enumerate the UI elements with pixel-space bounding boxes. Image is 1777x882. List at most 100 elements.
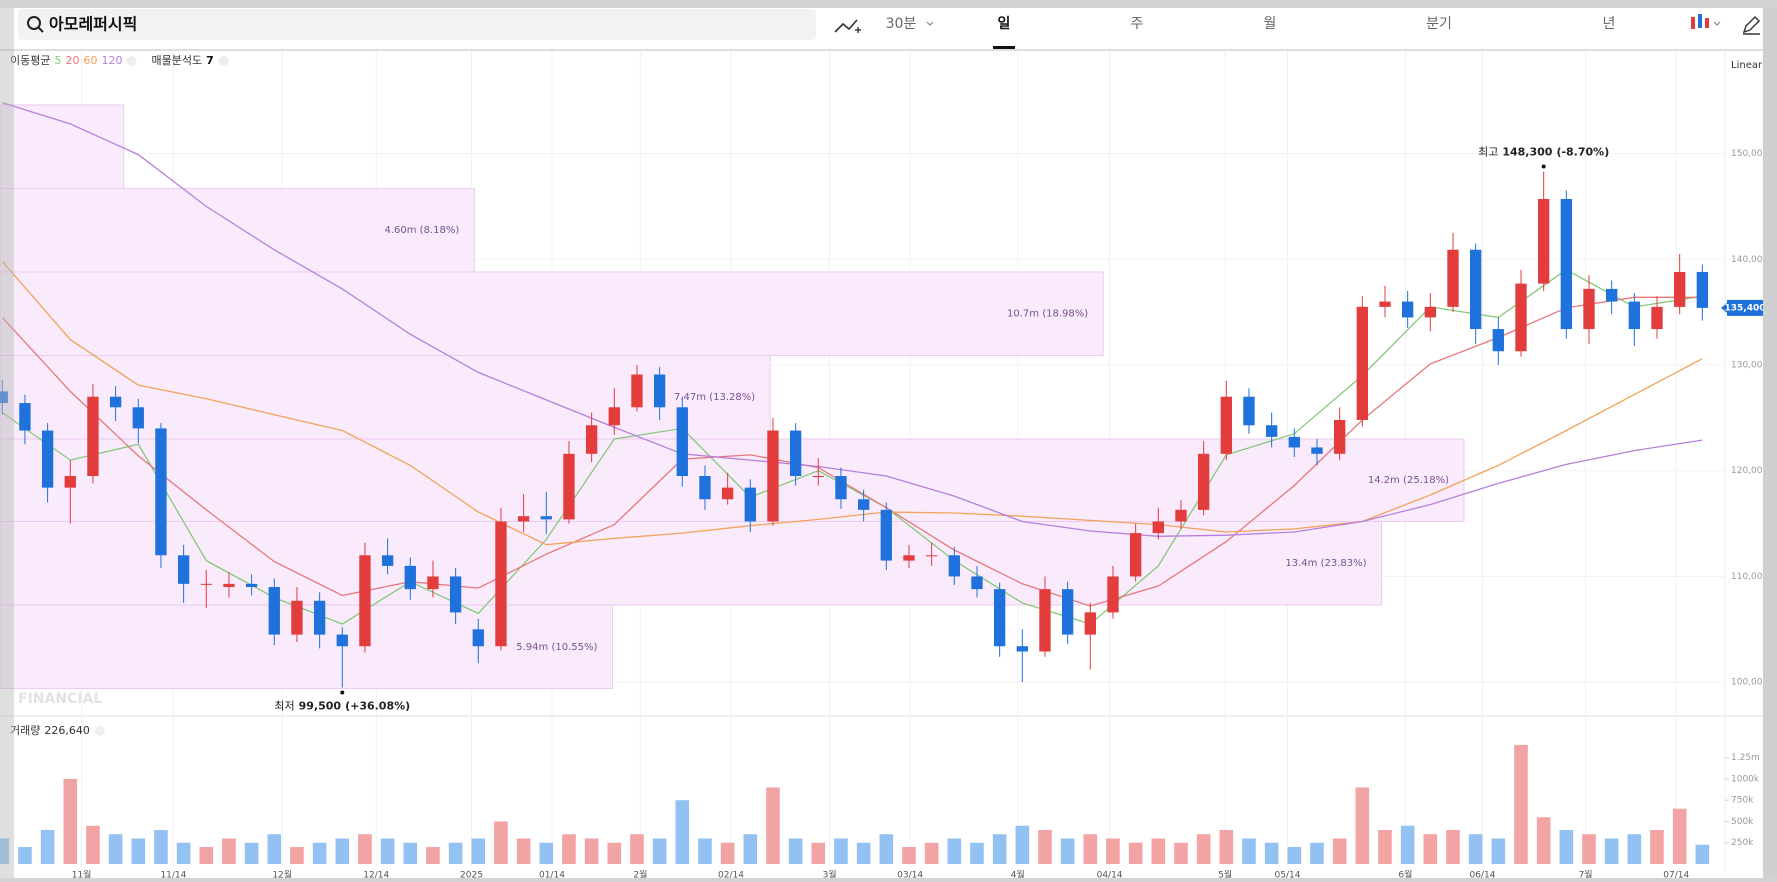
volume-profile-label: 7.47m (13.28%) — [674, 392, 755, 403]
candle-body — [1129, 533, 1142, 577]
x-tick-label: 03/14 — [897, 871, 923, 881]
interval-dropdown[interactable] — [926, 21, 934, 26]
moving-average-line — [1, 296, 1703, 607]
moving-average-line — [2, 102, 1703, 537]
y-tick-label: 1000k — [1731, 774, 1760, 784]
interval-tab[interactable]: 월 — [1264, 16, 1277, 32]
volume-bar — [1491, 838, 1506, 864]
frame — [1763, 8, 1777, 882]
volume-legend: 거래량 — [10, 724, 40, 737]
volume-bar — [494, 821, 508, 864]
volume-profile-band — [0, 104, 125, 189]
candle-body — [1288, 436, 1300, 448]
volume-bar — [1672, 808, 1687, 864]
y-tick-label: 110,000 — [1731, 572, 1768, 582]
volume-bar — [1400, 825, 1415, 864]
volume-bar — [244, 842, 259, 864]
candle-body — [925, 555, 938, 557]
candle-body — [1311, 447, 1323, 454]
candle-body — [245, 583, 258, 588]
volume-bar — [1332, 838, 1347, 864]
volume-bar — [1015, 825, 1030, 864]
volume-bar — [562, 834, 576, 864]
candle-body — [744, 487, 756, 522]
interval-tab[interactable]: 분기 — [1426, 16, 1452, 32]
candle-body — [291, 600, 303, 635]
high-marker — [1541, 164, 1546, 169]
y-tick-label: 120,000 — [1731, 466, 1768, 476]
search-text[interactable]: 아모레퍼시픽 — [49, 15, 137, 34]
chart-type-dropdown[interactable] — [1713, 21, 1721, 26]
legend-entry: 20 — [65, 54, 79, 67]
volume-bar — [516, 838, 531, 864]
volume-bar — [380, 838, 395, 864]
volume-bar — [471, 838, 486, 864]
volume-bar — [335, 838, 350, 864]
x-tick-label: 2025 — [460, 871, 483, 881]
candle-body — [699, 476, 711, 500]
current-price-tag — [1727, 299, 1763, 316]
scale-toggle[interactable]: Linear — [1731, 60, 1763, 71]
low-annotation-part: 99,500 — [299, 699, 342, 712]
candle-body — [1447, 249, 1459, 307]
interval-tab[interactable]: 일 — [998, 16, 1011, 32]
candle-body — [1084, 612, 1096, 635]
candle-body — [1492, 329, 1504, 352]
chart-type-icon[interactable] — [1691, 17, 1695, 29]
volume-bar — [698, 838, 712, 864]
frame — [0, 878, 1777, 882]
drawing-tool-icon[interactable] — [834, 19, 858, 33]
volume-bar — [267, 834, 282, 864]
y-tick-label: 100,000 — [1731, 678, 1768, 688]
volume-bar — [154, 829, 168, 864]
volume-bar — [630, 834, 644, 864]
legend-close[interactable] — [218, 56, 229, 66]
volume-bar — [902, 846, 916, 864]
volume-bar — [1355, 787, 1370, 864]
volume-bar — [766, 787, 780, 864]
ma-legend-title: 이동평균 — [10, 54, 50, 67]
x-tick-label: 01/14 — [539, 871, 565, 881]
volume-bar — [403, 842, 418, 864]
candle-body — [1401, 301, 1414, 318]
volume-bar — [1423, 834, 1438, 864]
chart-type-icon[interactable] — [1698, 14, 1702, 28]
active-tab-underline — [993, 46, 1015, 49]
frame — [0, 0, 1777, 8]
volume-bar — [1106, 838, 1120, 864]
interval-tab[interactable]: 년 — [1603, 16, 1616, 32]
volume-bar — [222, 838, 236, 864]
interval-tab[interactable]: 주 — [1131, 16, 1144, 32]
volume-bar — [856, 842, 871, 864]
candle-body — [1152, 521, 1164, 534]
legend-close[interactable] — [94, 726, 105, 736]
volume-bar — [834, 838, 848, 864]
volume-bar — [1264, 842, 1279, 864]
x-tick-label: 7월 — [1579, 869, 1593, 881]
volume-bar — [1310, 842, 1324, 864]
legend-close[interactable] — [126, 56, 137, 66]
chart-type-icon[interactable] — [1705, 18, 1709, 28]
candle-body — [1424, 306, 1436, 318]
x-tick-label: 05/14 — [1275, 871, 1301, 881]
edit-icon[interactable] — [1742, 16, 1760, 35]
volume-bar — [1083, 834, 1098, 864]
volume-bar — [1196, 834, 1211, 864]
x-tick-label: 2월 — [633, 869, 647, 881]
interval-tab[interactable]: 30분 — [886, 16, 917, 32]
volume-bar — [86, 825, 100, 864]
high-annotation-part: 148,300 — [1502, 146, 1552, 159]
candle-body — [812, 476, 824, 478]
volume-bar — [675, 800, 690, 864]
candle-body — [268, 587, 280, 635]
y-tick-label: 130,000 — [1731, 360, 1768, 370]
volume-bar — [1695, 844, 1710, 864]
frame — [0, 8, 14, 882]
candle-body — [880, 509, 892, 561]
candle-body — [155, 428, 167, 556]
volume-profile-count: 7 — [206, 54, 214, 67]
volume-bar — [1038, 829, 1052, 864]
search-box[interactable] — [18, 9, 816, 40]
candle-body — [1220, 396, 1232, 454]
